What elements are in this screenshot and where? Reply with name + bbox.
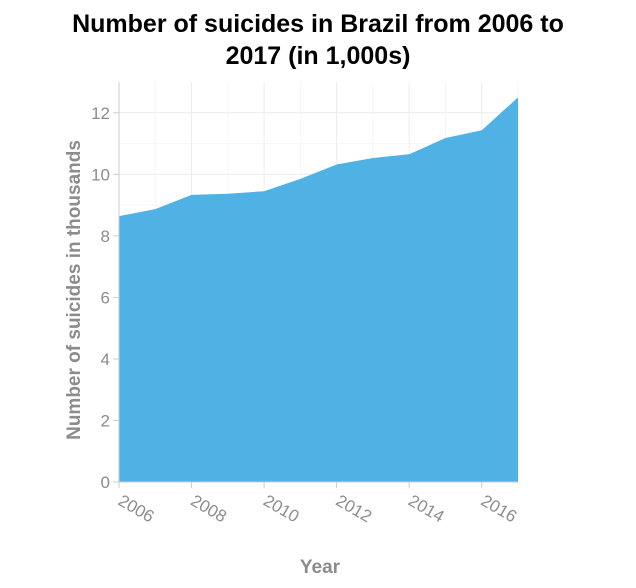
chart-title-line-1: Number of suicides in Brazil from 2006 t…	[72, 10, 564, 38]
y-tick-label-8: 8	[101, 227, 110, 246]
area-series-0	[119, 97, 518, 482]
chart-title-line-2: 2017 (in 1,000s)	[226, 42, 411, 70]
y-tick-label-10: 10	[91, 165, 110, 184]
x-tick-label-2008: 2008	[188, 491, 230, 526]
x-axis-title: Year	[300, 557, 341, 578]
y-tick-label-4: 4	[101, 350, 110, 369]
y-tick-label-2: 2	[101, 411, 110, 430]
x-tick-label-2010: 2010	[260, 491, 302, 526]
y-tick-label-0: 0	[101, 473, 110, 492]
y-tick-label-12: 12	[91, 104, 110, 123]
y-axis-title: Number of suicides in thousands	[64, 140, 85, 440]
plot-area	[119, 97, 518, 482]
y-tick-label-6: 6	[101, 288, 110, 307]
axes	[113, 82, 518, 488]
x-tick-label-2016: 2016	[478, 491, 520, 526]
x-tick-label-2014: 2014	[405, 491, 447, 526]
x-tick-label-2012: 2012	[333, 491, 375, 526]
x-tick-label-2006: 2006	[115, 491, 157, 526]
